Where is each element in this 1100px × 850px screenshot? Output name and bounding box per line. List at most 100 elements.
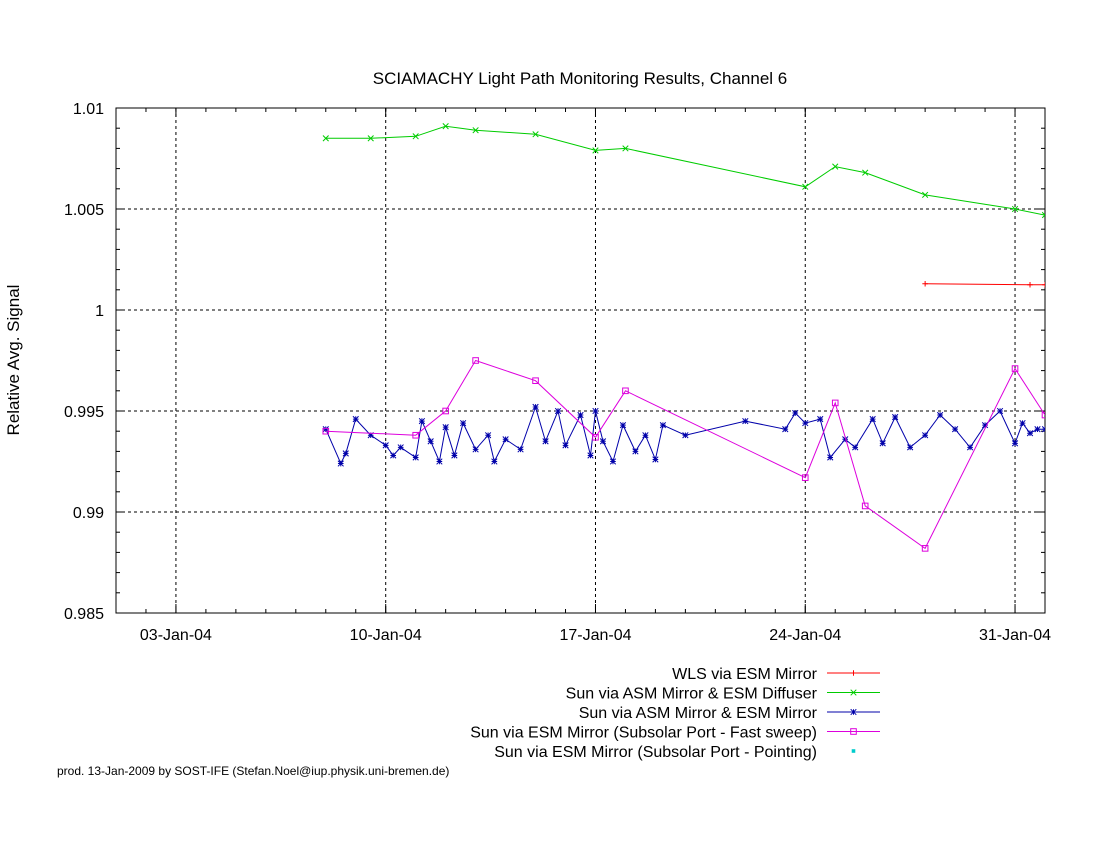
x-marker <box>367 135 374 142</box>
data-point <box>1042 281 1045 288</box>
data-point <box>442 123 449 130</box>
data-point <box>517 446 524 453</box>
data-point <box>442 407 449 415</box>
data-point <box>842 436 849 443</box>
production-note: prod. 13-Jan-2009 by SOST-IFE (Stefan.No… <box>57 764 450 778</box>
star-marker <box>842 436 849 443</box>
data-point <box>484 432 492 439</box>
square-marker <box>472 357 479 364</box>
star-marker <box>792 409 799 417</box>
data-point <box>782 426 789 433</box>
square-marker <box>831 399 839 407</box>
x-marker <box>532 131 539 138</box>
legend-item: Sun via ASM Mirror & ESM Diffuser <box>566 686 880 703</box>
data-point <box>1041 211 1045 219</box>
data-point <box>852 444 859 451</box>
star-marker <box>1011 440 1019 447</box>
data-point <box>966 444 974 451</box>
star-marker <box>436 458 443 465</box>
plus-marker <box>850 670 857 676</box>
square-marker <box>861 502 869 510</box>
legend-marker <box>850 689 857 696</box>
plus-marker <box>1027 281 1033 288</box>
star-marker <box>852 444 859 451</box>
y-tick-label: 1 <box>95 303 104 320</box>
data-point <box>801 474 809 481</box>
star-marker <box>906 444 914 451</box>
series-line <box>925 283 1045 286</box>
star-marker <box>782 426 789 433</box>
data-point <box>472 357 479 364</box>
data-point <box>599 438 607 445</box>
grid <box>116 108 1045 613</box>
data-point <box>322 426 329 433</box>
data-point <box>996 407 1004 415</box>
data-point <box>532 377 539 384</box>
x-marker <box>472 127 479 134</box>
x-tick-label: 10-Jan-04 <box>350 627 422 644</box>
data-point <box>367 135 374 142</box>
data-point <box>532 403 539 411</box>
star-marker <box>367 432 374 439</box>
x-marker <box>921 191 929 199</box>
data-point <box>827 454 834 461</box>
data-point <box>577 411 584 419</box>
square-marker <box>801 474 809 481</box>
y-tick-label: 1.005 <box>64 202 104 219</box>
data-point <box>642 432 649 439</box>
plus-marker <box>1042 281 1045 288</box>
x-marker <box>802 183 809 190</box>
star-marker <box>451 452 458 459</box>
star-marker <box>827 454 834 461</box>
star-marker <box>592 407 599 415</box>
data-point <box>459 419 467 427</box>
star-marker <box>587 452 594 459</box>
legend-label: Sun via ESM Mirror (Subsolar Port - Fast… <box>470 725 817 742</box>
legend-marker <box>850 708 857 716</box>
legend-label: Sun via ASM Mirror & ESM Mirror <box>579 705 818 722</box>
star-marker <box>412 454 419 461</box>
star-marker <box>472 446 479 453</box>
star-marker <box>921 432 929 439</box>
y-tick-label: 0.99 <box>73 505 104 522</box>
x-tick-label: 24-Jan-04 <box>769 627 841 644</box>
data-point <box>682 432 689 439</box>
legend-item: Sun via ASM Mirror & ESM Mirror <box>579 705 880 722</box>
data-point <box>921 191 929 199</box>
data-point <box>619 421 627 429</box>
legend-marker <box>850 728 857 735</box>
data-point <box>412 431 419 439</box>
data-point <box>382 442 389 449</box>
series-2 <box>322 403 1045 467</box>
data-point <box>442 424 449 431</box>
data-point <box>1026 430 1034 437</box>
star-marker <box>936 411 944 419</box>
data-point <box>412 133 419 140</box>
star-marker <box>390 452 397 459</box>
data-point <box>879 440 886 447</box>
data-point <box>861 502 869 510</box>
square-marker <box>1011 365 1019 372</box>
series-layer <box>322 123 1045 552</box>
star-marker <box>491 458 498 465</box>
star-marker <box>966 444 974 451</box>
x-marker <box>412 133 419 140</box>
star-marker <box>1019 419 1026 427</box>
star-marker <box>459 419 467 427</box>
chart-title: SCIAMACHY Light Path Monitoring Results,… <box>373 69 788 88</box>
data-point <box>906 444 914 451</box>
star-marker <box>632 448 639 455</box>
star-marker <box>869 415 876 423</box>
series-line <box>325 405 1045 465</box>
data-point <box>436 458 443 465</box>
data-point <box>802 183 809 190</box>
data-point <box>921 545 929 552</box>
data-point <box>562 442 569 449</box>
star-marker <box>892 413 899 421</box>
data-point <box>622 145 629 152</box>
star-marker <box>322 426 329 433</box>
star-marker <box>532 403 539 411</box>
data-point <box>592 407 599 415</box>
star-marker <box>659 421 667 429</box>
